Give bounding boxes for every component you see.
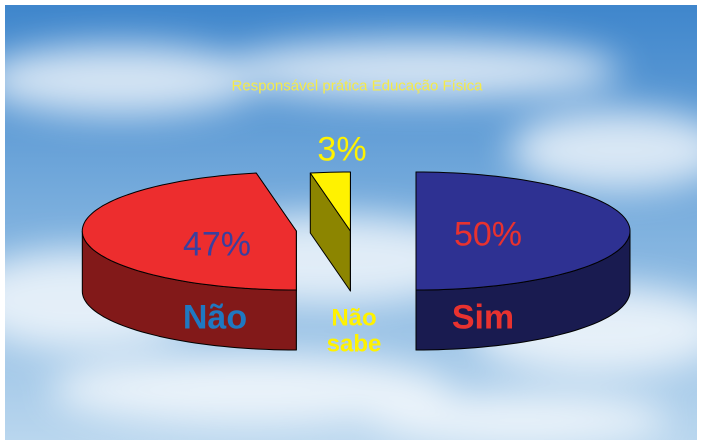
category-label: Não sabe <box>319 306 389 359</box>
category-label: Sim <box>448 299 518 336</box>
chart <box>0 0 702 448</box>
page: Responsável prática Educação Física 50% S… <box>0 0 702 448</box>
category-label: Não <box>180 299 250 336</box>
chart-title: Responsável prática Educação Física <box>232 78 483 95</box>
value-label: 50% <box>454 216 522 253</box>
value-label: 3% <box>317 131 366 168</box>
value-label: 47% <box>183 226 251 263</box>
